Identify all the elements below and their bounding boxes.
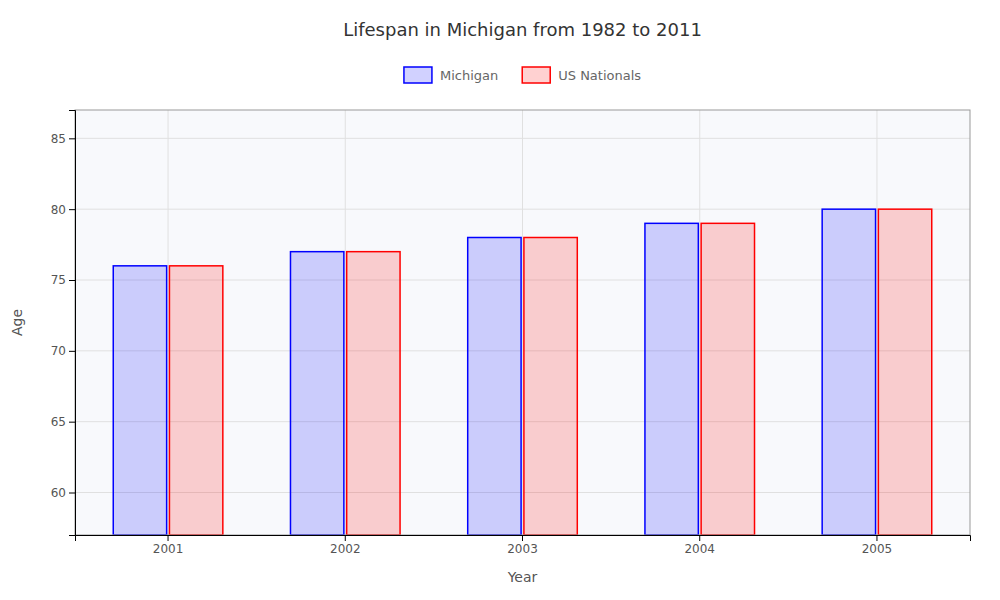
- plot-frame: [75, 110, 970, 535]
- grid-line-x: [522, 110, 523, 535]
- legend: Michigan US Nationals: [404, 67, 641, 83]
- grid: [75, 110, 970, 535]
- x-tick: 2005: [862, 535, 893, 556]
- y-tick-label: 70: [51, 344, 66, 358]
- y-tick-label: 80: [51, 203, 66, 217]
- x-tick: 2003: [507, 535, 538, 556]
- y-tick-mark: [69, 138, 75, 139]
- x-tick-mark: [699, 535, 700, 541]
- x-tick: 2002: [330, 535, 361, 556]
- legend-label: US Nationals: [558, 68, 641, 83]
- x-tick-label: 2002: [330, 542, 361, 556]
- y-tick-mark: [69, 422, 75, 423]
- x-tick-label: 2004: [684, 542, 715, 556]
- x-axis-title: Year: [507, 569, 538, 585]
- y-tick: 60: [51, 486, 75, 500]
- x-axis-line: [76, 536, 971, 542]
- x-tick-mark: [522, 535, 523, 541]
- x-tick: 2004: [684, 535, 715, 556]
- bar: [113, 266, 166, 535]
- legend-label: Michigan: [440, 68, 498, 83]
- legend-swatch: [404, 67, 432, 83]
- x-axis: 2001 2002 2003 2004 2005: [76, 535, 971, 556]
- grid-line-x: [168, 110, 169, 535]
- bar: [169, 266, 222, 535]
- grid-line-x: [345, 110, 346, 535]
- bar: [878, 209, 931, 535]
- y-tick: 65: [51, 415, 75, 429]
- y-tick-label: 75: [51, 273, 66, 287]
- y-tick-label: 60: [51, 486, 66, 500]
- y-axis: 60 65 70 75 80 85: [51, 111, 76, 536]
- x-tick-label: 2003: [507, 542, 538, 556]
- chart: 2001 2002 2003 2004 2005 60 65 70 75 80 85 Year Age L…: [0, 0, 1000, 600]
- x-tick-mark: [876, 535, 877, 541]
- grid-line-x: [699, 110, 700, 535]
- y-axis-title: Age: [9, 309, 25, 336]
- x-tick-mark: [345, 535, 346, 541]
- legend-swatch: [522, 67, 550, 83]
- bar: [347, 252, 400, 535]
- x-tick-mark: [168, 535, 169, 541]
- y-tick-mark: [69, 280, 75, 281]
- legend-item: Michigan: [404, 67, 498, 83]
- y-tick: 80: [51, 203, 75, 217]
- bar: [468, 238, 521, 536]
- y-tick: 75: [51, 273, 75, 287]
- plot: 2001 2002 2003 2004 2005 60 65 70 75 80 85: [51, 110, 971, 556]
- bar: [290, 252, 343, 535]
- grid-line-x: [876, 110, 877, 535]
- y-tick-mark: [69, 351, 75, 352]
- x-tick-label: 2005: [862, 542, 893, 556]
- y-tick: 85: [51, 132, 75, 146]
- bar: [645, 223, 698, 535]
- bar: [701, 223, 754, 535]
- plot-background: [75, 110, 970, 535]
- y-tick-mark: [69, 209, 75, 210]
- bar: [822, 209, 875, 535]
- y-tick-label: 65: [51, 415, 66, 429]
- title: Lifespan in Michigan from 1982 to 2011: [343, 19, 702, 40]
- y-tick: 70: [51, 344, 75, 358]
- x-tick-label: 2001: [153, 542, 184, 556]
- y-tick-mark: [69, 493, 75, 494]
- y-axis-line: [69, 111, 76, 536]
- x-tick: 2001: [153, 535, 184, 556]
- bars: [113, 209, 931, 535]
- legend-item: US Nationals: [522, 67, 641, 83]
- y-tick-label: 85: [51, 132, 66, 146]
- bar: [524, 238, 577, 536]
